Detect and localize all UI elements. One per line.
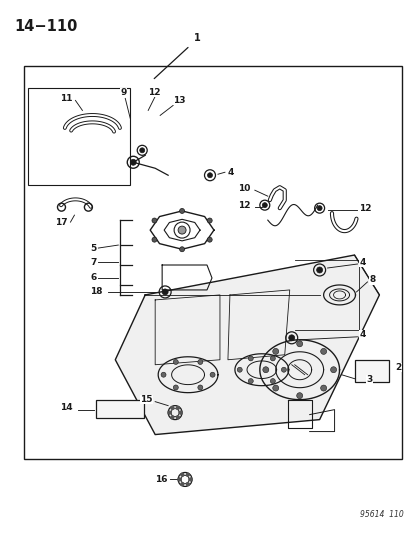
Circle shape	[161, 372, 166, 377]
Text: 3: 3	[366, 375, 372, 384]
Circle shape	[179, 208, 184, 213]
Circle shape	[270, 356, 275, 361]
Bar	[28, 88, 130, 185]
Text: 7: 7	[90, 257, 97, 266]
Text: 6: 6	[90, 273, 96, 282]
Text: 18: 18	[90, 287, 103, 296]
Circle shape	[296, 393, 302, 399]
Text: 4: 4	[358, 257, 365, 266]
Circle shape	[197, 385, 202, 390]
Circle shape	[330, 367, 336, 373]
Circle shape	[180, 473, 183, 476]
Text: 9: 9	[120, 88, 126, 97]
Text: 12: 12	[148, 88, 160, 97]
Circle shape	[152, 237, 157, 242]
Circle shape	[171, 406, 173, 409]
Circle shape	[178, 226, 185, 234]
Circle shape	[173, 385, 178, 390]
Circle shape	[237, 367, 242, 372]
Circle shape	[207, 173, 212, 177]
Text: 4: 4	[358, 330, 365, 340]
Bar	[354, 360, 389, 382]
Text: 1: 1	[194, 33, 200, 43]
Text: 15: 15	[140, 395, 152, 404]
Bar	[96, 400, 144, 417]
Text: 10: 10	[237, 184, 250, 193]
Circle shape	[176, 416, 179, 419]
Circle shape	[262, 367, 268, 373]
Circle shape	[272, 349, 278, 354]
Circle shape	[130, 159, 136, 165]
Bar	[24, 66, 401, 459]
Circle shape	[209, 372, 214, 377]
Circle shape	[173, 359, 178, 365]
Circle shape	[248, 356, 253, 361]
Circle shape	[296, 341, 302, 347]
Text: 5: 5	[90, 244, 96, 253]
Text: 17: 17	[55, 217, 68, 227]
Text: 4: 4	[228, 168, 234, 177]
Circle shape	[162, 289, 168, 295]
Circle shape	[180, 483, 183, 486]
Text: 12: 12	[358, 204, 371, 213]
Circle shape	[316, 267, 322, 273]
Text: 8: 8	[368, 276, 375, 285]
Circle shape	[178, 478, 180, 481]
Circle shape	[140, 148, 145, 153]
Circle shape	[207, 218, 212, 223]
Text: 12: 12	[237, 200, 250, 209]
Circle shape	[179, 247, 184, 252]
Circle shape	[262, 203, 267, 208]
Text: 14: 14	[60, 403, 73, 412]
Circle shape	[316, 206, 321, 211]
Circle shape	[288, 335, 294, 341]
Circle shape	[197, 359, 202, 365]
Circle shape	[270, 378, 275, 384]
Circle shape	[186, 473, 189, 476]
Circle shape	[168, 411, 171, 414]
Circle shape	[179, 411, 182, 414]
Circle shape	[186, 483, 189, 486]
Polygon shape	[115, 255, 378, 434]
Text: 11: 11	[60, 94, 73, 103]
Text: 14−110: 14−110	[14, 19, 78, 34]
Text: 95614  110: 95614 110	[359, 510, 402, 519]
Circle shape	[320, 385, 326, 391]
Circle shape	[272, 385, 278, 391]
Circle shape	[171, 416, 173, 419]
Text: 2: 2	[394, 363, 401, 372]
Text: 13: 13	[173, 96, 185, 105]
Circle shape	[320, 349, 326, 354]
Circle shape	[281, 367, 286, 372]
Circle shape	[152, 218, 157, 223]
Circle shape	[207, 237, 212, 242]
Circle shape	[248, 378, 253, 384]
Text: 16: 16	[155, 475, 167, 484]
Circle shape	[176, 406, 179, 409]
Circle shape	[189, 478, 192, 481]
